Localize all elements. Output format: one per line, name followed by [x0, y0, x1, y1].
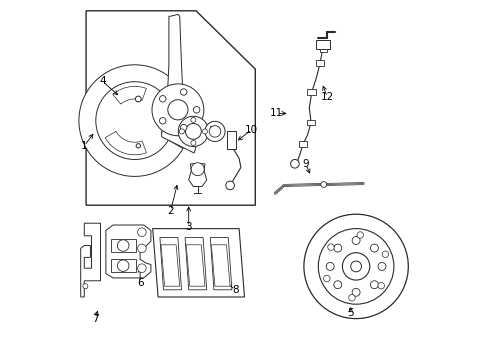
Circle shape: [356, 232, 363, 238]
Polygon shape: [79, 65, 183, 176]
Circle shape: [185, 123, 201, 139]
Circle shape: [333, 244, 341, 252]
Text: 8: 8: [232, 285, 238, 295]
Circle shape: [348, 294, 354, 301]
Polygon shape: [81, 223, 101, 297]
Circle shape: [333, 281, 341, 289]
Circle shape: [137, 228, 146, 237]
Circle shape: [190, 117, 196, 122]
Polygon shape: [162, 128, 196, 153]
Circle shape: [320, 181, 326, 187]
Circle shape: [377, 262, 385, 270]
Polygon shape: [210, 238, 231, 290]
Circle shape: [159, 95, 165, 102]
Bar: [110, 239, 136, 252]
Text: 3: 3: [185, 222, 192, 232]
Text: 12: 12: [320, 92, 333, 102]
Circle shape: [82, 284, 88, 289]
Circle shape: [377, 283, 384, 289]
Circle shape: [167, 100, 187, 120]
Polygon shape: [167, 14, 183, 110]
Polygon shape: [160, 238, 181, 290]
Bar: [227, 131, 236, 149]
Text: 6: 6: [137, 278, 143, 288]
Text: 11: 11: [270, 108, 283, 118]
Polygon shape: [185, 238, 206, 290]
Bar: [316, 40, 329, 49]
Polygon shape: [211, 245, 230, 286]
Circle shape: [370, 281, 378, 289]
Polygon shape: [113, 86, 146, 104]
Circle shape: [135, 96, 141, 102]
Circle shape: [193, 107, 200, 113]
Circle shape: [191, 163, 204, 176]
Bar: [307, 89, 316, 95]
Circle shape: [190, 140, 196, 145]
Text: 10: 10: [244, 125, 258, 135]
Circle shape: [180, 89, 186, 95]
Circle shape: [137, 264, 146, 273]
Circle shape: [204, 121, 224, 141]
Polygon shape: [86, 11, 255, 205]
Circle shape: [180, 124, 186, 131]
Text: 7: 7: [92, 314, 98, 324]
Circle shape: [136, 144, 140, 148]
Circle shape: [342, 253, 369, 280]
Bar: [315, 60, 324, 66]
Circle shape: [159, 118, 165, 124]
Polygon shape: [106, 225, 151, 278]
Text: 4: 4: [99, 76, 105, 86]
Polygon shape: [152, 229, 244, 297]
Circle shape: [117, 240, 129, 251]
Text: 9: 9: [302, 159, 308, 169]
Circle shape: [318, 229, 393, 304]
Circle shape: [209, 126, 220, 137]
Circle shape: [351, 237, 359, 244]
Bar: [110, 259, 136, 272]
Text: 1: 1: [81, 141, 87, 151]
Circle shape: [381, 251, 388, 257]
Polygon shape: [186, 245, 204, 286]
Text: 2: 2: [167, 206, 174, 216]
Circle shape: [303, 214, 407, 319]
Circle shape: [178, 116, 208, 147]
Bar: [306, 120, 315, 125]
Polygon shape: [188, 164, 206, 186]
Circle shape: [351, 288, 359, 296]
Circle shape: [325, 262, 333, 270]
Bar: [210, 126, 218, 130]
Polygon shape: [105, 131, 146, 155]
Circle shape: [350, 261, 361, 272]
Circle shape: [290, 159, 299, 168]
Bar: [298, 141, 307, 147]
Polygon shape: [161, 245, 179, 286]
Circle shape: [225, 181, 234, 190]
Circle shape: [137, 244, 146, 253]
Circle shape: [152, 84, 203, 136]
Bar: [320, 49, 326, 52]
Circle shape: [370, 244, 378, 252]
Circle shape: [117, 260, 129, 271]
Circle shape: [323, 275, 329, 282]
Circle shape: [179, 129, 184, 134]
Circle shape: [327, 244, 333, 250]
Text: 5: 5: [346, 308, 353, 318]
Circle shape: [202, 129, 207, 134]
